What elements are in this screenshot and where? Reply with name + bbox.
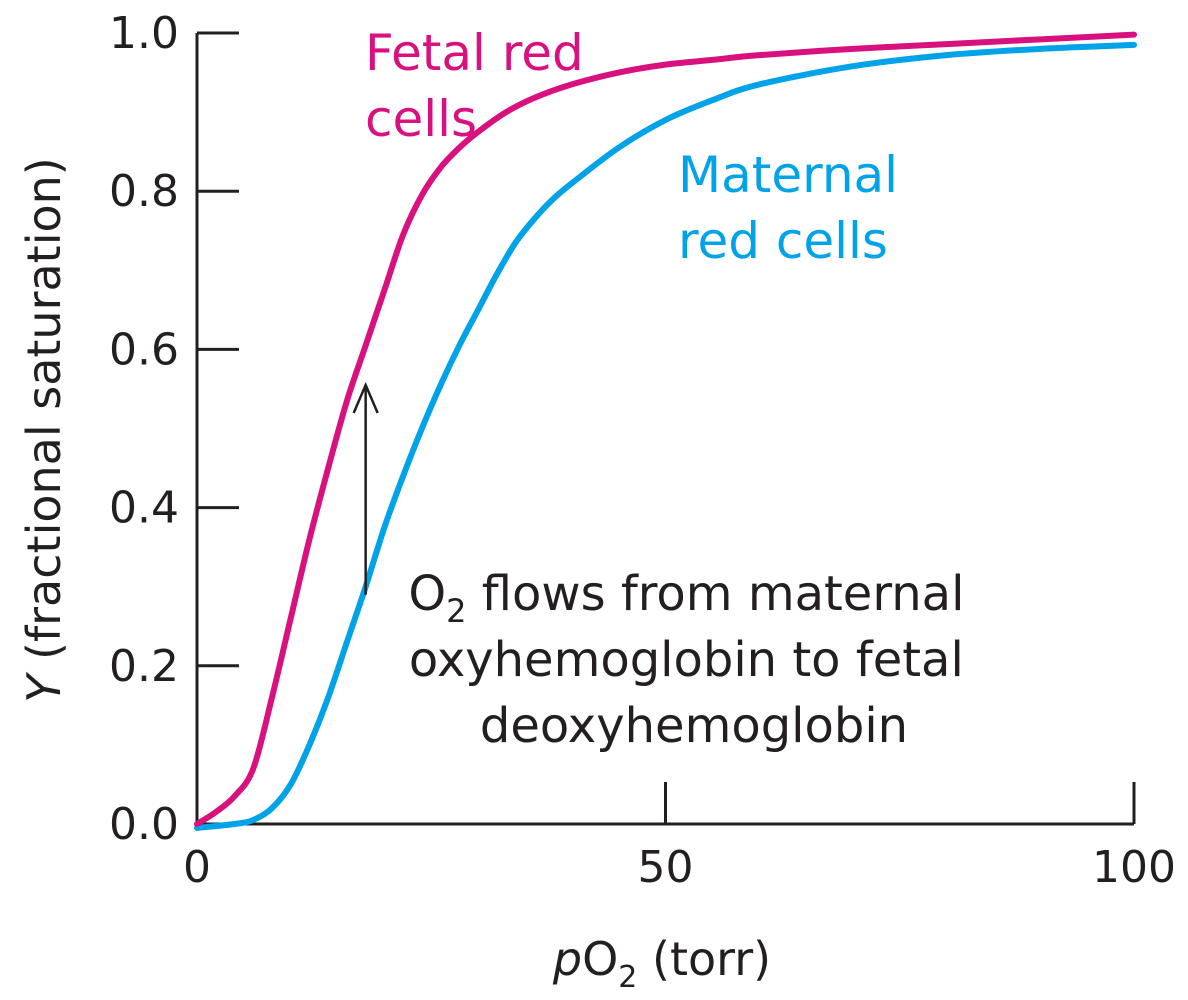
y-tick-label: 0.0 xyxy=(109,799,179,850)
x-axis-label-rest: (torr) xyxy=(637,932,771,986)
series-label-fetal: Fetal red cells xyxy=(365,24,600,148)
y-tick-label: 0.2 xyxy=(109,641,179,692)
y-axis-label-italic: Y xyxy=(17,671,71,703)
series-label-fetal-line-2: cells xyxy=(365,90,477,148)
annotation-line-1: O2 flows from maternal xyxy=(408,566,979,630)
x-tick-label: 0 xyxy=(183,842,211,893)
series-label-maternal: Maternal red cells xyxy=(678,146,914,270)
y-tick-label: 0.4 xyxy=(109,483,179,534)
annotation-o-subscript: 2 xyxy=(446,592,466,630)
y-tick-label: 1.0 xyxy=(109,8,179,59)
series-label-fetal-line-1: Fetal red xyxy=(365,24,584,82)
annotation-arrow-head xyxy=(352,381,379,414)
x-axis-label-italic: p xyxy=(552,932,582,986)
y-axis-label-rest: (fractional saturation) xyxy=(17,157,71,674)
x-axis-label-subscript: 2 xyxy=(618,960,637,995)
series-line-fetal xyxy=(194,31,1137,827)
annotation-line-3: deoxyhemoglobin xyxy=(480,698,908,754)
annotation xyxy=(352,381,379,595)
x-tick-label: 100 xyxy=(1092,842,1176,893)
x-tick-label: 50 xyxy=(638,842,694,893)
series-label-maternal-line-2: red cells xyxy=(678,212,888,270)
axes: 0.0 0.2 0.4 0.6 0.8 1.0 0 50 100 xyxy=(109,8,1176,893)
annotation-o: O xyxy=(408,566,446,622)
series-line-maternal xyxy=(194,41,1137,831)
annotation-line-1-rest: flows from maternal xyxy=(466,566,964,622)
series-label-maternal-line-1: Maternal xyxy=(678,146,898,204)
y-axis-label: Y (fractional saturation) xyxy=(17,157,71,702)
x-axis-label: pO2 (torr) xyxy=(552,932,771,995)
x-axis-label-main: O xyxy=(582,932,618,986)
y-tick-label: 0.6 xyxy=(109,324,179,375)
series-lines xyxy=(194,31,1137,831)
y-tick-label: 0.8 xyxy=(109,166,179,217)
annotation-text: O2 flows from maternal oxyhemoglobin to … xyxy=(408,566,979,754)
annotation-line-2: oxyhemoglobin to fetal xyxy=(409,632,964,688)
